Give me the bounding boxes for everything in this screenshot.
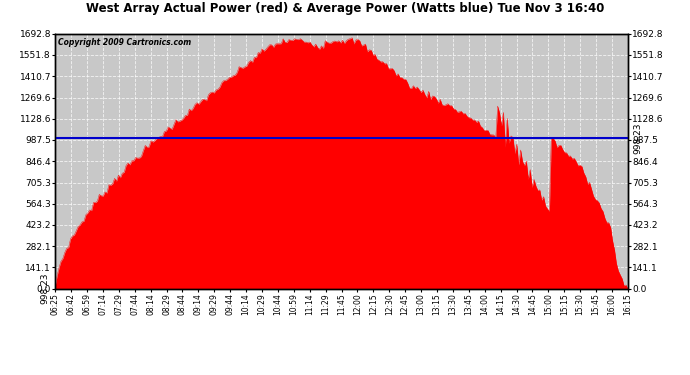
Text: West Array Actual Power (red) & Average Power (Watts blue) Tue Nov 3 16:40: West Array Actual Power (red) & Average … <box>86 2 604 15</box>
Text: 998.23: 998.23 <box>41 273 50 304</box>
Text: 998.23: 998.23 <box>633 123 642 154</box>
Text: Copyright 2009 Cartronics.com: Copyright 2009 Cartronics.com <box>58 38 191 46</box>
